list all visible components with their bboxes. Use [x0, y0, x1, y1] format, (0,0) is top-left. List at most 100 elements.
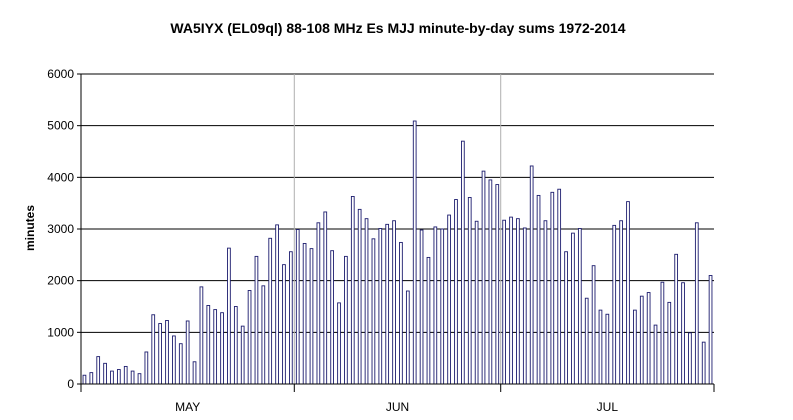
bar [433, 226, 438, 385]
bar [316, 222, 321, 385]
bar [619, 220, 623, 385]
bar [240, 325, 245, 385]
bar [385, 223, 390, 385]
bar [522, 227, 527, 385]
bar [130, 370, 135, 385]
bar [364, 218, 369, 385]
bar [165, 320, 169, 385]
month-label: JUN [386, 400, 409, 414]
bar [172, 335, 176, 385]
bar [557, 188, 562, 385]
bar [371, 238, 376, 385]
y-tick-label: 1000 [47, 325, 74, 339]
bar [206, 305, 211, 385]
bar [302, 243, 307, 385]
bar [275, 224, 279, 385]
bar [591, 265, 596, 385]
bar [82, 374, 87, 385]
bar [350, 195, 355, 385]
bar [344, 255, 348, 385]
axes [77, 73, 715, 392]
bar [646, 292, 651, 385]
bar [261, 285, 266, 385]
gridlines [81, 73, 714, 384]
y-tick-label: 4000 [47, 170, 74, 184]
bar [653, 324, 658, 385]
bar [571, 232, 575, 385]
bar [247, 290, 252, 385]
bar [96, 356, 101, 385]
bar [357, 208, 362, 385]
bar [701, 341, 706, 385]
bar [178, 343, 183, 385]
bar [488, 179, 493, 385]
bar [192, 361, 197, 385]
bar [268, 237, 273, 385]
month-label: MAY [175, 400, 200, 414]
bar [633, 309, 637, 385]
bar [550, 191, 555, 385]
y-tick-label: 3000 [47, 222, 74, 236]
bar [454, 199, 458, 385]
month-label: JUL [597, 400, 619, 414]
bar [220, 312, 224, 385]
bar [233, 306, 238, 385]
bar [612, 224, 617, 385]
bar [110, 370, 114, 385]
bar [516, 218, 520, 385]
bar [289, 251, 293, 385]
bar [529, 165, 534, 385]
bar [440, 228, 445, 385]
bar [282, 264, 286, 385]
bar [199, 286, 204, 385]
bar [185, 320, 190, 385]
bar [681, 282, 685, 385]
bar [151, 314, 156, 385]
bar [295, 229, 300, 385]
bar [412, 120, 417, 385]
bar [626, 201, 630, 385]
y-tick-labels: 0 1000 2000 3000 4000 5000 6000 [47, 67, 74, 391]
bar [694, 222, 699, 385]
y-tick-label: 0 [67, 377, 74, 391]
bar [323, 211, 328, 385]
bar [419, 229, 424, 385]
month-labels: MAY JUN JUL [175, 400, 618, 414]
bar [536, 194, 541, 385]
bar [481, 170, 486, 385]
bar [158, 323, 162, 385]
bar [309, 248, 314, 385]
bar [337, 302, 341, 385]
bar [605, 313, 610, 385]
bar [660, 281, 665, 385]
bar [213, 309, 218, 385]
bar [467, 197, 472, 385]
bar [392, 220, 396, 385]
bar [495, 184, 500, 385]
bar [447, 214, 451, 385]
bar [577, 228, 582, 385]
bar [103, 362, 107, 385]
bar [564, 251, 568, 385]
y-tick-label: 5000 [47, 119, 74, 133]
bar [123, 365, 128, 385]
bar [674, 253, 679, 385]
bar-series [82, 120, 713, 385]
bar [639, 295, 644, 385]
bar [378, 228, 383, 385]
bar [667, 301, 672, 385]
bar [688, 332, 692, 385]
bar [116, 369, 121, 385]
bar [708, 275, 713, 385]
bar [461, 140, 465, 385]
bar [137, 373, 142, 385]
bar [598, 309, 603, 385]
y-axis-label: minutes [23, 205, 37, 251]
bar [509, 216, 513, 385]
bar [502, 219, 506, 385]
bar [474, 220, 479, 385]
bar [254, 255, 259, 385]
bar [330, 250, 334, 385]
bar [399, 241, 403, 385]
